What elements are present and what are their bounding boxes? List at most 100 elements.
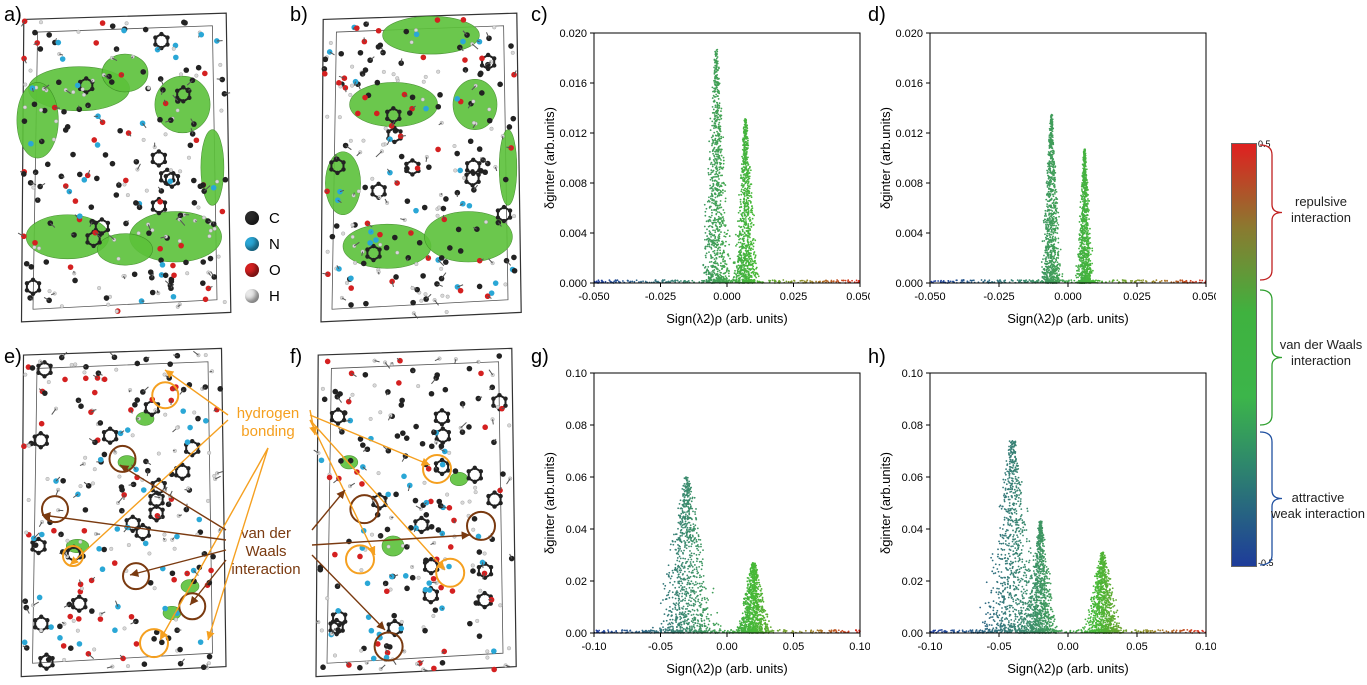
data-point <box>712 250 715 253</box>
data-point <box>1083 201 1086 204</box>
data-point <box>716 130 718 133</box>
data-point <box>745 199 748 201</box>
data-point <box>710 192 713 195</box>
data-point <box>698 601 701 604</box>
data-point <box>722 276 725 278</box>
data-point <box>745 140 747 143</box>
data-point <box>1078 268 1080 270</box>
data-point <box>1084 214 1087 217</box>
data-point <box>642 280 644 283</box>
data-point <box>1049 188 1052 190</box>
data-point <box>714 106 717 109</box>
data-point <box>743 226 746 229</box>
data-point <box>1078 259 1081 261</box>
data-point <box>1085 241 1088 244</box>
data-point <box>720 150 722 152</box>
data-point <box>701 586 704 588</box>
data-point <box>678 280 681 283</box>
data-point <box>738 281 741 283</box>
data-point <box>744 264 747 267</box>
data-point <box>1053 265 1056 268</box>
data-point <box>723 629 726 632</box>
data-point <box>752 265 755 268</box>
data-point <box>707 273 710 276</box>
data-point <box>723 272 726 275</box>
data-point <box>635 279 638 282</box>
data-point <box>1055 265 1058 268</box>
data-point <box>776 629 779 632</box>
data-point <box>1057 247 1059 250</box>
data-point <box>686 522 689 525</box>
data-point <box>743 237 745 240</box>
data-point <box>1082 228 1085 231</box>
data-point <box>1085 249 1088 252</box>
data-point <box>743 198 745 201</box>
data-point <box>711 202 713 204</box>
data-point <box>748 195 751 197</box>
data-point <box>622 280 624 282</box>
data-point <box>710 630 712 633</box>
data-point <box>739 237 742 240</box>
data-point <box>1052 224 1054 227</box>
data-point <box>1041 280 1044 283</box>
data-point <box>820 629 823 632</box>
data-point <box>710 257 713 260</box>
data-point <box>720 154 723 157</box>
data-point <box>1049 277 1052 280</box>
data-point <box>674 586 677 589</box>
x-tick-label: 0.025 <box>780 291 808 303</box>
data-point <box>1052 257 1055 260</box>
data-point <box>1049 138 1052 141</box>
data-point <box>716 207 718 210</box>
data-point <box>1048 134 1051 137</box>
data-point <box>1051 172 1054 175</box>
data-point <box>709 187 712 190</box>
data-point <box>703 225 706 228</box>
data-point <box>1054 231 1057 234</box>
data-point <box>1050 189 1053 192</box>
data-point <box>698 560 701 563</box>
data-point <box>716 76 719 79</box>
data-point <box>949 280 952 283</box>
data-point <box>748 191 750 194</box>
data-point <box>716 252 719 254</box>
data-point <box>1166 279 1168 282</box>
data-point <box>715 158 717 160</box>
data-point <box>677 605 680 607</box>
data-point <box>1056 266 1059 269</box>
data-point <box>741 215 744 218</box>
data-point <box>718 178 720 180</box>
data-point <box>749 248 752 251</box>
data-point <box>709 197 712 200</box>
data-point <box>747 168 750 170</box>
data-point <box>711 142 714 145</box>
data-point <box>825 279 827 282</box>
data-point <box>1045 198 1048 201</box>
data-point <box>1043 271 1046 274</box>
data-point <box>712 108 715 111</box>
data-point <box>716 109 719 112</box>
data-point <box>720 275 723 278</box>
data-point <box>745 165 748 168</box>
data-point <box>673 580 676 583</box>
data-point <box>697 630 700 633</box>
data-point <box>1052 220 1055 222</box>
data-point <box>1083 187 1086 190</box>
data-point <box>707 617 710 620</box>
data-point <box>1086 271 1089 273</box>
data-point <box>738 206 741 209</box>
data-point <box>718 118 721 121</box>
data-point <box>830 629 833 632</box>
data-point <box>714 237 717 240</box>
data-point <box>713 252 716 255</box>
data-point <box>937 280 940 282</box>
data-point <box>1052 174 1055 177</box>
data-point <box>1055 201 1058 204</box>
data-point <box>823 280 826 283</box>
data-point <box>711 225 713 228</box>
data-point <box>735 244 737 247</box>
data-point <box>741 186 744 188</box>
data-point <box>718 628 721 630</box>
data-point <box>608 279 611 281</box>
data-point <box>746 267 749 270</box>
